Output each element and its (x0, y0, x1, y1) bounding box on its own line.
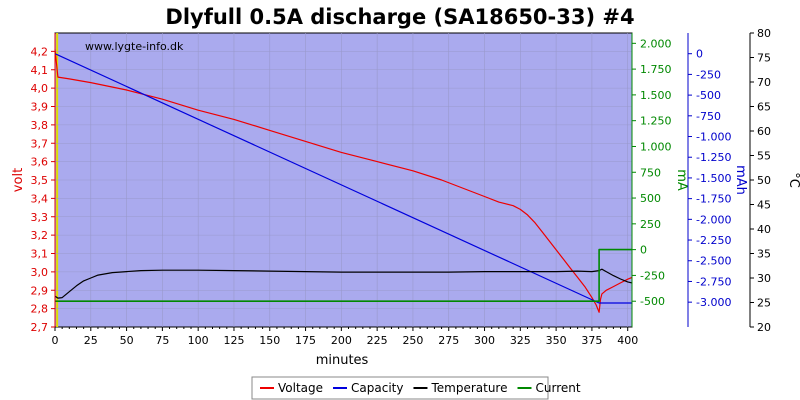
x-tick-label: 150 (259, 334, 280, 347)
ma-tick-label: 500 (640, 192, 661, 205)
x-tick-label: 250 (402, 334, 423, 347)
ma-tick-label: 1.250 (640, 115, 672, 128)
volt-tick-label: 3,5 (31, 174, 49, 187)
volt-tick-label: 3,8 (31, 119, 49, 132)
grid-lines (55, 33, 632, 327)
temp-tick-label: 35 (757, 248, 771, 261)
volt-tick-label: 3,0 (31, 266, 49, 279)
ma-tick-label: -250 (640, 269, 665, 282)
volt-tick-label: 2,7 (31, 321, 49, 334)
mah-tick-label: -2.000 (696, 213, 731, 226)
x-tick-label: 350 (546, 334, 567, 347)
volt-tick-label: 2,8 (31, 303, 49, 316)
x-tick-label: 300 (474, 334, 495, 347)
temp-tick-label: 60 (757, 125, 771, 138)
series-group (54, 49, 633, 313)
mah-tick-label: -1.500 (696, 172, 731, 185)
mah-tick-label: 0 (696, 48, 703, 61)
legend-box (251, 376, 549, 400)
legend-label-temperature: Temperature (430, 381, 507, 395)
x-axis-label: minutes (316, 353, 369, 368)
chart-title: Dlyfull 0.5A discharge (SA18650-33) #4 (165, 5, 634, 29)
volt-tick-label: 2,9 (31, 284, 49, 297)
mah-axis-label: mAh (733, 165, 748, 195)
temp-tick-label: 65 (757, 101, 771, 114)
series-line-current (55, 248, 632, 302)
mah-tick-label: -1.750 (696, 193, 731, 206)
x-tick-label: 275 (438, 334, 459, 347)
legend: Voltage Capacity Temperature Current (251, 376, 581, 400)
mah-tick-label: -1.250 (696, 151, 731, 164)
mah-tick-label: -1.000 (696, 131, 731, 144)
series-line-temperature (54, 268, 633, 299)
x-tick-label: 225 (367, 334, 388, 347)
ma-axis-label: mA (674, 169, 689, 191)
volt-tick-label: 4,2 (31, 45, 49, 58)
axes-group: 0 25 50 75 100 125 150 175 200 225 250 275 300 325 350… (11, 27, 800, 347)
ma-tick-label: 0 (640, 244, 647, 257)
series-line-capacity (54, 53, 632, 304)
series-line-voltage (54, 49, 633, 313)
volt-tick-label: 3,4 (31, 192, 49, 205)
x-tick-label: 75 (155, 334, 169, 347)
mah-tick-label: -2.750 (696, 275, 731, 288)
ma-tick-label: 750 (640, 166, 661, 179)
temp-tick-label: 30 (757, 272, 771, 285)
x-tick-label: 125 (223, 334, 244, 347)
volt-tick-label: 3,2 (31, 229, 49, 242)
volt-tick-label: 3,3 (31, 211, 49, 224)
temp-tick-label: 40 (757, 223, 771, 236)
ma-tick-label: 1.000 (640, 140, 672, 153)
ma-tick-label: 250 (640, 218, 661, 231)
temp-tick-label: 80 (757, 27, 771, 40)
temp-axis-label: °C (786, 172, 800, 188)
x-tick-label: 25 (84, 334, 98, 347)
volt-tick-label: 3,6 (31, 156, 49, 169)
ma-tick-label: 1.500 (640, 89, 672, 102)
temp-tick-label: 20 (757, 321, 771, 334)
mah-tick-label: -3.000 (696, 296, 731, 309)
temp-tick-label: 75 (757, 52, 771, 65)
x-tick-label: 0 (52, 334, 59, 347)
x-tick-label: 325 (510, 334, 531, 347)
ma-tick-label: -500 (640, 295, 665, 308)
watermark: www.lygte-info.dk (85, 40, 184, 53)
volt-tick-label: 3,1 (31, 248, 49, 261)
volt-tick-label: 4,1 (31, 64, 49, 77)
volt-tick-label: 3,9 (31, 101, 49, 114)
temp-tick-label: 45 (757, 199, 771, 212)
mah-tick-label: -750 (696, 110, 721, 123)
temp-tick-label: 50 (757, 174, 771, 187)
mah-tick-label: -500 (696, 89, 721, 102)
x-tick-label: 100 (188, 334, 209, 347)
volt-tick-label: 4,0 (31, 82, 49, 95)
x-tick-label: 375 (581, 334, 602, 347)
x-tick-label: 400 (617, 334, 638, 347)
x-tick-label: 200 (331, 334, 352, 347)
temp-tick-label: 70 (757, 76, 771, 89)
temp-tick-label: 55 (757, 150, 771, 163)
legend-label-current: Current (535, 381, 580, 395)
mah-tick-label: -2.500 (696, 255, 731, 268)
temp-tick-label: 25 (757, 297, 771, 310)
volt-tick-label: 3,7 (31, 137, 49, 150)
legend-label-voltage: Voltage (278, 381, 323, 395)
legend-label-capacity: Capacity (351, 381, 403, 395)
mah-tick-label: -2.250 (696, 234, 731, 247)
x-tick-label: 50 (120, 334, 134, 347)
x-tick-label: 175 (295, 334, 316, 347)
ma-tick-label: 2.000 (640, 37, 672, 50)
ma-tick-label: 1.750 (640, 63, 672, 76)
mah-tick-label: -250 (696, 68, 721, 81)
volt-axis-label: volt (11, 168, 26, 192)
